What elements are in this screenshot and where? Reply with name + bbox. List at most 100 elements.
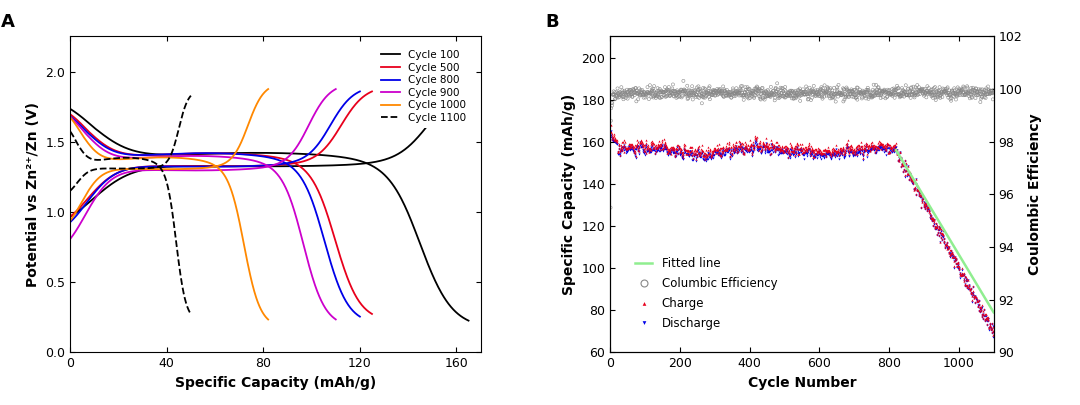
Point [697,90,714,96]
Point [651,143,669,149]
Point [639,147,657,154]
Point [625,87,643,93]
Point [894,161,912,168]
Point [842,146,860,152]
Point [777,148,794,155]
Point [841,147,859,153]
Point [795,149,812,155]
Point [877,141,894,148]
Point [908,187,926,193]
Point [813,92,831,99]
Point [969,89,986,96]
Point [702,88,719,94]
Point [895,160,913,167]
Point [617,144,634,150]
Point [648,147,665,154]
Point [755,90,772,96]
Point [743,93,760,100]
Point [914,196,931,202]
Point [698,89,715,96]
Point [785,90,802,96]
Point [826,146,843,152]
Point [837,91,854,98]
Point [714,88,731,94]
Point [703,148,720,154]
Point [778,147,795,153]
Point [699,152,716,158]
Point [645,141,662,147]
Point [921,210,939,216]
Point [780,149,797,155]
Point [651,141,669,148]
Point [929,87,946,94]
Point [698,156,715,163]
Point [710,90,727,97]
Point [621,141,638,147]
Point [906,185,923,192]
Point [981,324,998,331]
Point [957,276,974,282]
Point [853,145,870,152]
Point [615,94,632,100]
Point [620,92,637,98]
Point [902,176,919,183]
Point [663,145,680,152]
Point [731,90,748,96]
Point [684,152,701,158]
Point [878,143,895,149]
Point [620,145,637,151]
Point [904,89,921,95]
Point [922,212,940,218]
Point [862,141,879,148]
Point [851,149,868,155]
Point [658,142,675,149]
Point [624,85,642,92]
Point [851,145,868,151]
Point [963,297,981,304]
Point [935,239,953,245]
Point [725,143,742,150]
Point [892,156,909,162]
Point [819,148,836,155]
Point [777,148,794,155]
Point [767,149,784,156]
Point [845,152,862,159]
Point [851,86,868,93]
Point [799,93,816,100]
Point [870,144,888,151]
Point [824,149,841,155]
Point [692,153,710,160]
Point [812,89,829,95]
Point [983,326,1000,333]
Point [710,150,727,156]
Point [794,151,811,157]
Point [962,286,980,292]
Point [865,93,882,99]
Point [889,147,906,153]
Point [672,150,689,157]
Point [909,188,927,194]
Point [968,85,985,92]
Point [745,142,762,148]
Point [740,147,757,153]
Point [693,148,711,155]
Point [958,282,975,289]
Point [767,143,784,150]
Point [631,140,648,146]
Point [827,149,845,156]
Point [797,89,814,95]
Point [701,96,718,102]
Point [684,83,701,90]
Point [771,92,788,99]
Point [843,93,861,100]
Point [852,90,869,96]
Point [798,86,815,92]
Point [860,145,877,152]
Point [811,151,828,158]
Point [984,333,1001,340]
Point [823,91,840,98]
Point [930,87,947,94]
Point [958,282,975,288]
Point [917,202,934,209]
Point [835,98,852,104]
